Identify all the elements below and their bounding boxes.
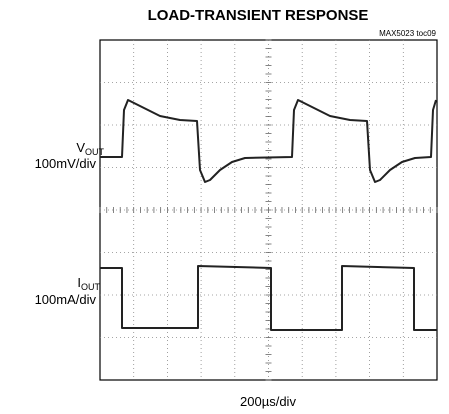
iout-scale: 100mA/div bbox=[35, 292, 97, 307]
title: LOAD-TRANSIENT RESPONSE bbox=[148, 7, 369, 24]
iout-trace bbox=[100, 265, 437, 331]
vout-label: VOUT bbox=[76, 140, 104, 157]
vout-scale: 100mV/div bbox=[35, 156, 97, 171]
graticule bbox=[99, 39, 438, 381]
time-scale: 200µs/div bbox=[240, 394, 296, 409]
iout-label: IOUT bbox=[77, 275, 100, 292]
figure-code: MAX5023 toc09 bbox=[379, 29, 436, 38]
vout-trace bbox=[100, 99, 437, 183]
